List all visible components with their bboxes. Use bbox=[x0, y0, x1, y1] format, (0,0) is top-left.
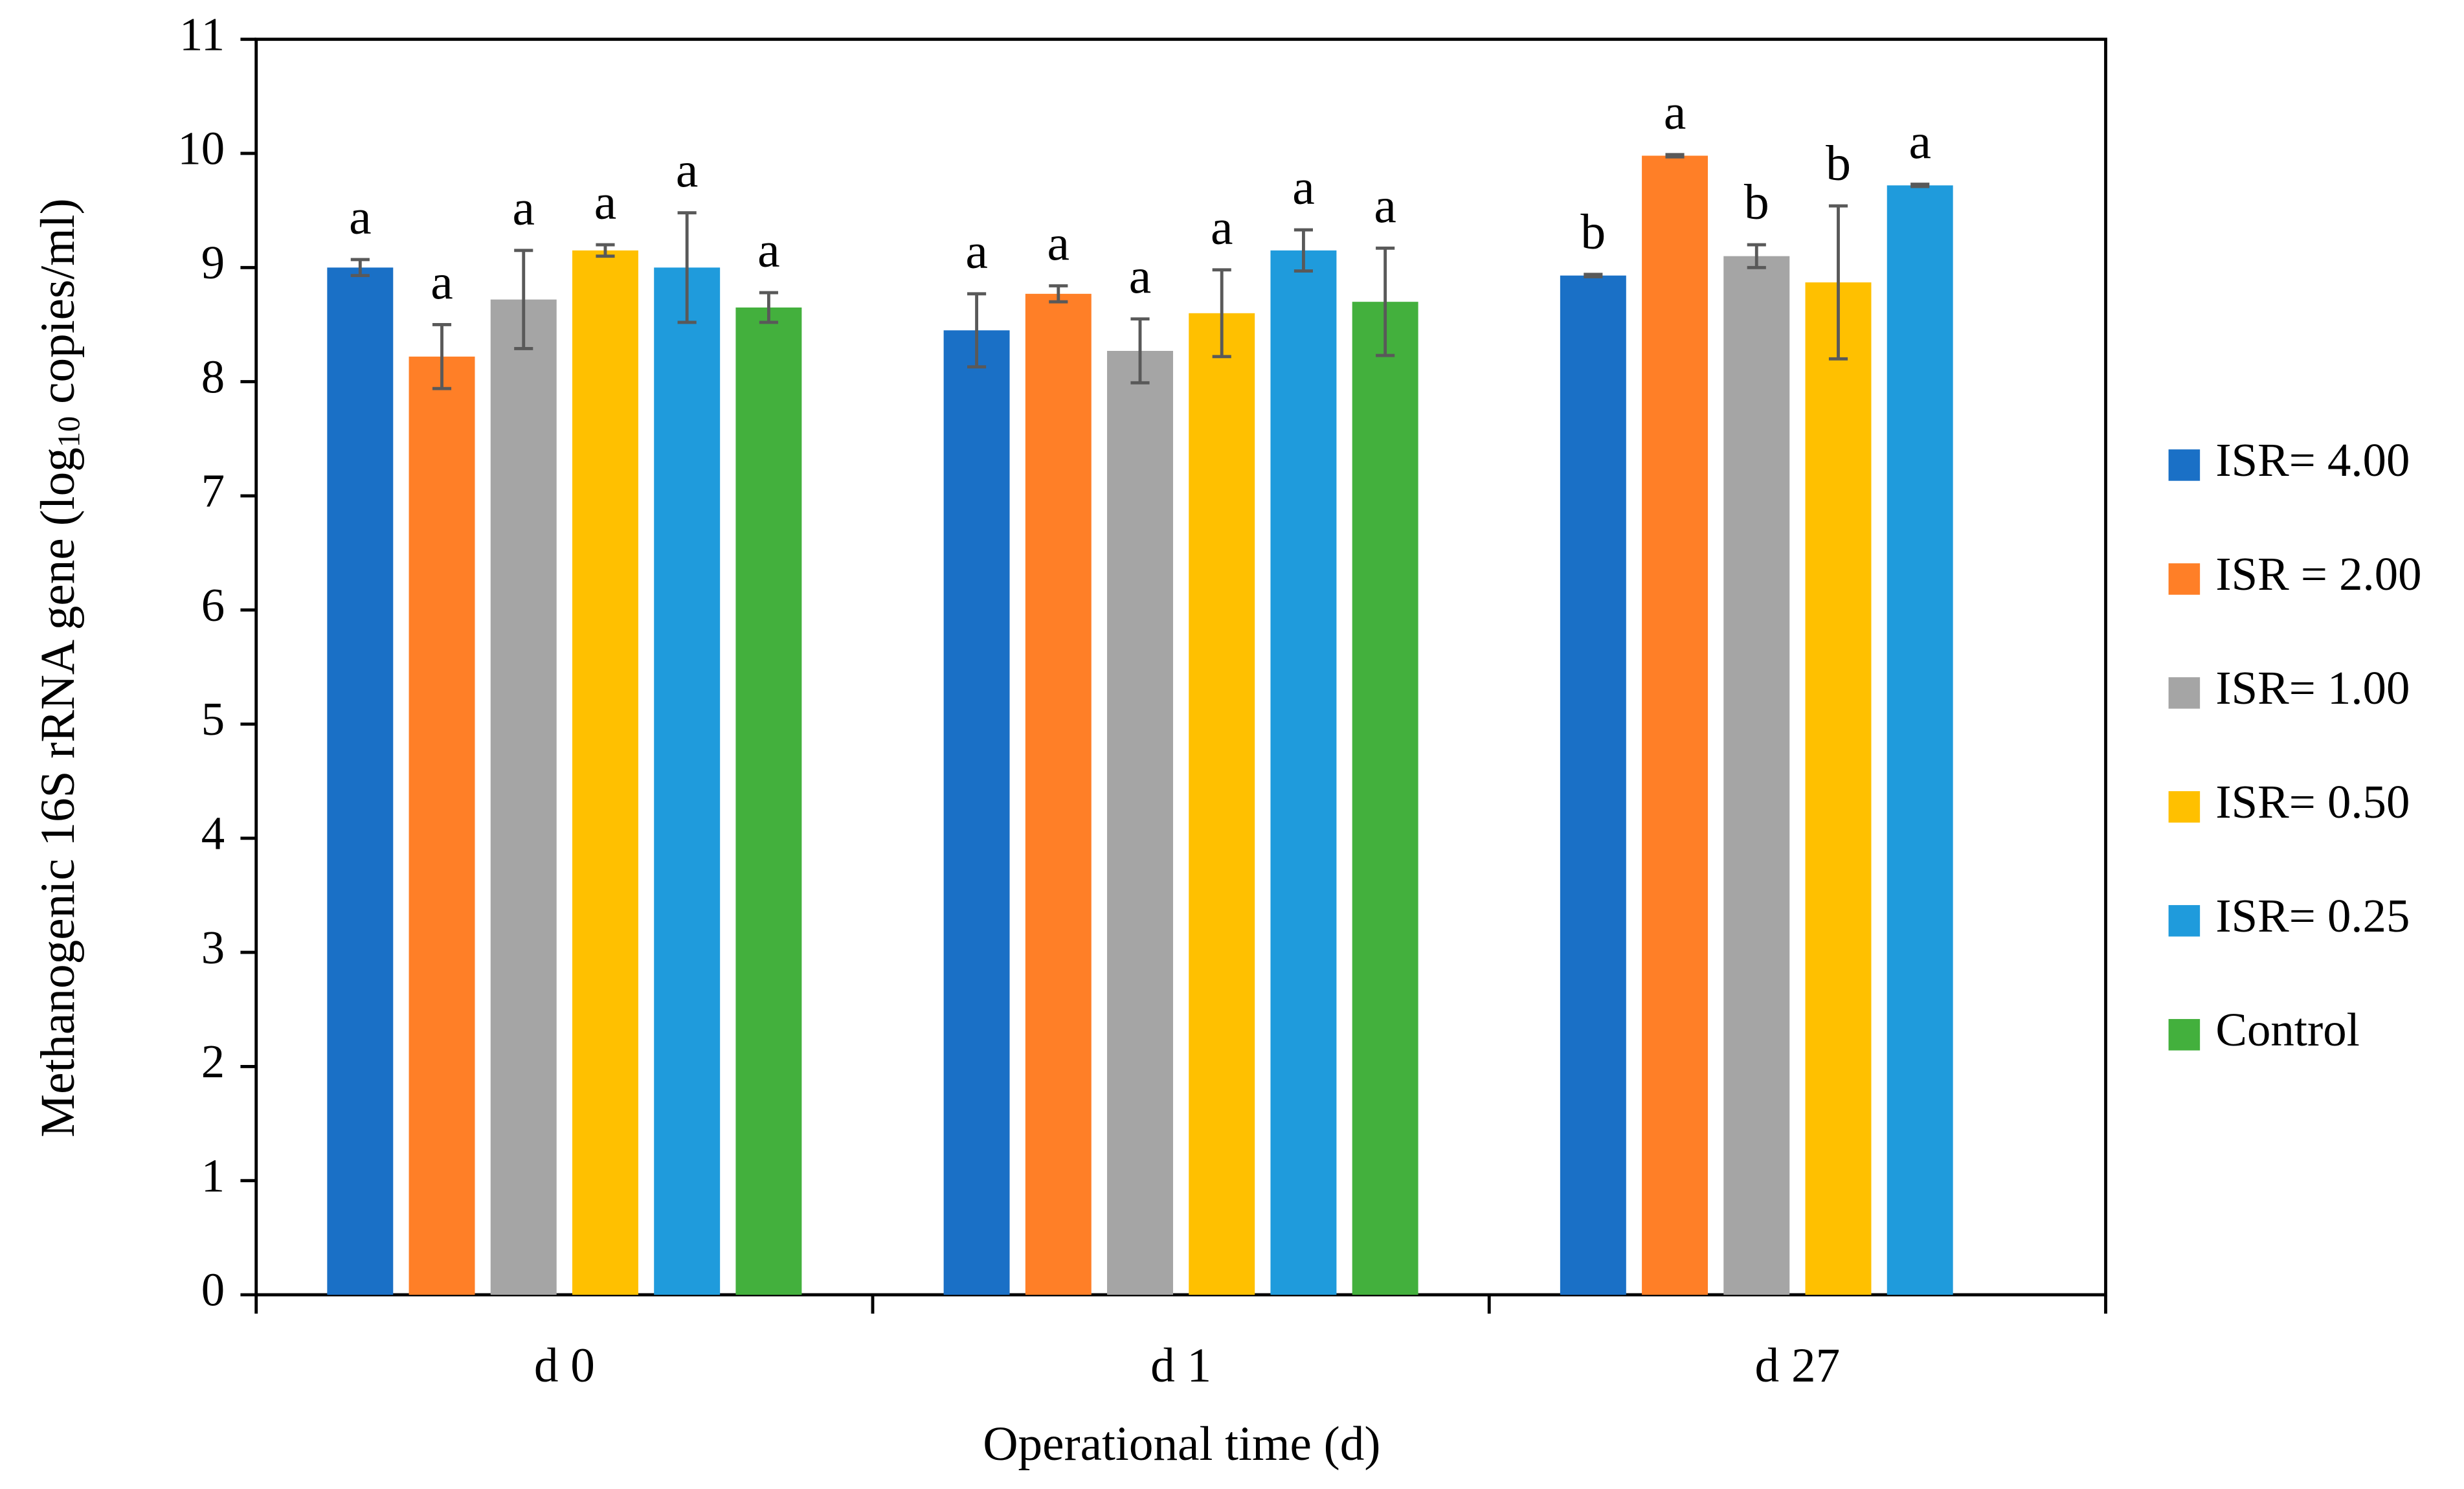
bar bbox=[1189, 313, 1255, 1295]
bar bbox=[572, 250, 638, 1295]
bar bbox=[1270, 250, 1337, 1295]
y-tick-label: 11 bbox=[179, 8, 225, 60]
error-bar bbox=[1910, 183, 1930, 188]
legend-label: Control bbox=[2215, 1003, 2359, 1056]
error-bar bbox=[967, 292, 987, 369]
bar bbox=[735, 307, 802, 1295]
y-tick-label: 7 bbox=[201, 465, 225, 517]
error-bar bbox=[1212, 268, 1231, 359]
error-bar bbox=[350, 258, 370, 278]
x-tick-label: d 0 bbox=[534, 1339, 595, 1393]
legend-swatch bbox=[2168, 563, 2201, 595]
bar bbox=[1723, 256, 1790, 1295]
y-axis-title: Methanogenic 16S rRNA gene (log10 copies… bbox=[31, 198, 86, 1137]
x-tick-label: d 27 bbox=[1755, 1339, 1841, 1393]
legend-swatch bbox=[2168, 449, 2201, 481]
error-bar bbox=[1584, 273, 1603, 278]
plot-frame bbox=[254, 38, 2107, 1297]
error-bar bbox=[1665, 153, 1685, 159]
legend-label: ISR = 2.00 bbox=[2215, 548, 2421, 600]
error-bar bbox=[1130, 317, 1150, 385]
y-tick-label: 6 bbox=[201, 579, 225, 631]
significance-letter: a bbox=[1047, 215, 1070, 271]
y-tick-label: 9 bbox=[201, 236, 225, 289]
bar bbox=[1025, 293, 1092, 1295]
bar bbox=[327, 267, 394, 1295]
significance-letter: b bbox=[1826, 135, 1851, 191]
bar bbox=[654, 267, 721, 1295]
legend-label: ISR= 1.00 bbox=[2215, 662, 2410, 714]
legend-swatch bbox=[2168, 791, 2201, 823]
error-bar bbox=[1049, 284, 1068, 304]
bar bbox=[1887, 185, 1953, 1295]
significance-letter: a bbox=[1374, 177, 1396, 233]
error-bar bbox=[759, 291, 778, 324]
bar bbox=[1642, 155, 1708, 1295]
error-bar bbox=[432, 323, 452, 390]
legend-label: ISR= 0.25 bbox=[2215, 890, 2410, 942]
y-title-part: copies/ml) bbox=[31, 198, 85, 416]
y-tick-label: 8 bbox=[201, 350, 225, 403]
bar bbox=[490, 299, 557, 1295]
error-bar bbox=[1294, 228, 1314, 273]
bar bbox=[1805, 282, 1872, 1295]
significance-letter: a bbox=[1129, 248, 1151, 304]
bar bbox=[1352, 302, 1418, 1295]
significance-letter: a bbox=[676, 142, 698, 197]
error-bar bbox=[677, 211, 697, 324]
error-bar bbox=[1828, 204, 1848, 361]
significance-letter: a bbox=[1664, 84, 1686, 139]
bar bbox=[1107, 350, 1173, 1295]
significance-letter: a bbox=[349, 189, 371, 245]
y-title-part: Methanogenic 16S rRNA gene (log bbox=[31, 447, 85, 1137]
y-tick-label: 1 bbox=[201, 1149, 225, 1202]
significance-letter: b bbox=[1580, 203, 1606, 259]
significance-letter: a bbox=[513, 179, 535, 235]
significance-letter: a bbox=[1211, 199, 1233, 254]
significance-letter: b bbox=[1744, 174, 1769, 230]
error-bar bbox=[1376, 246, 1395, 357]
y-title-sub: 10 bbox=[52, 416, 87, 448]
y-tick-label: 3 bbox=[201, 921, 225, 974]
y-tick-label: 10 bbox=[177, 122, 225, 175]
y-tick-label: 2 bbox=[201, 1035, 225, 1088]
y-tick-label: 0 bbox=[201, 1264, 225, 1316]
y-tick-label: 4 bbox=[201, 807, 225, 859]
significance-letter: a bbox=[594, 174, 616, 230]
legend-label: ISR= 4.00 bbox=[2215, 434, 2410, 486]
legend-label: ISR= 0.50 bbox=[2215, 776, 2410, 828]
y-tick-label: 5 bbox=[201, 693, 225, 745]
error-bar bbox=[514, 249, 533, 350]
significance-letter: a bbox=[1292, 159, 1314, 215]
bar bbox=[409, 356, 475, 1295]
error-bar bbox=[1747, 243, 1766, 269]
x-tick-label: d 1 bbox=[1150, 1339, 1211, 1393]
legend-swatch bbox=[2168, 677, 2201, 709]
legend-swatch bbox=[2168, 905, 2201, 937]
bar bbox=[1560, 275, 1626, 1295]
significance-letter: a bbox=[1909, 113, 1931, 169]
significance-letter: a bbox=[757, 222, 779, 278]
x-axis-title: Operational time (d) bbox=[983, 1417, 1380, 1471]
significance-letter: a bbox=[965, 223, 987, 278]
error-bar bbox=[596, 243, 615, 258]
significance-letter: a bbox=[431, 254, 453, 309]
legend-swatch bbox=[2168, 1019, 2201, 1051]
bar bbox=[943, 330, 1010, 1295]
